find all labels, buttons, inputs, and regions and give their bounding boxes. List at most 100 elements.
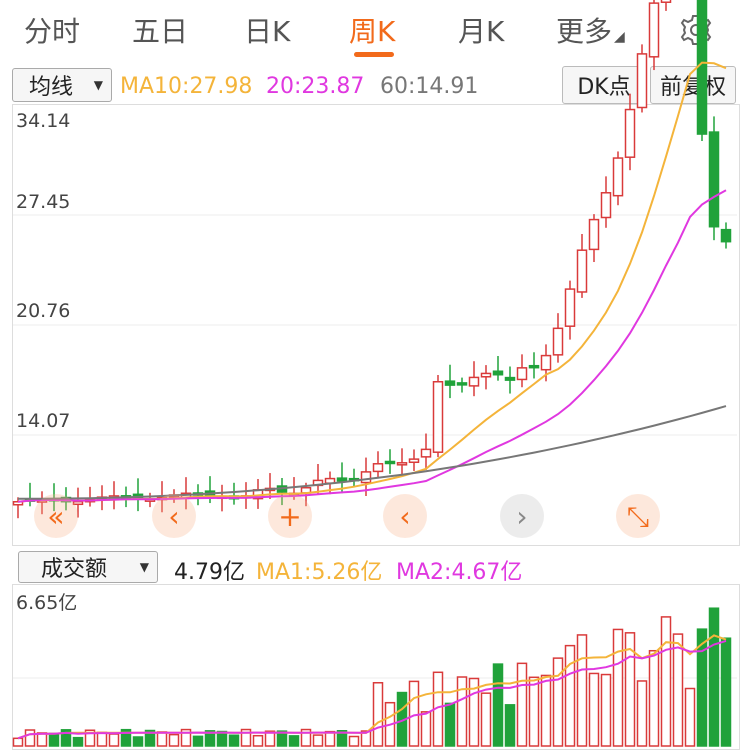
tab-more-label: 更多 xyxy=(556,15,613,48)
volume-bar xyxy=(240,728,252,747)
candle-body xyxy=(456,382,468,386)
volume-bar xyxy=(168,733,180,747)
candle-body xyxy=(576,249,588,293)
candle-body xyxy=(468,376,480,387)
double-left-icon-glyph: « xyxy=(47,500,64,533)
volume-bar xyxy=(720,637,732,747)
candle-body xyxy=(600,192,612,219)
more-caret-icon: ◢ xyxy=(614,29,625,45)
candle-body xyxy=(720,228,732,243)
volume-bar xyxy=(180,728,192,747)
volume-bar xyxy=(564,644,576,747)
volume-bar xyxy=(72,736,84,747)
prev-icon xyxy=(383,494,427,538)
forward-adjust-button[interactable]: 前复权 xyxy=(650,66,736,104)
tab-more[interactable]: 更多 ◢ xyxy=(556,10,625,50)
volume-bar xyxy=(48,732,60,747)
next-icon-glyph: › xyxy=(516,500,527,533)
volume-bar xyxy=(360,730,372,747)
next-icon xyxy=(500,494,544,538)
candle-body xyxy=(528,364,540,369)
ma20-value: 20:23.87 xyxy=(266,74,365,99)
tab-weekly-k[interactable]: 周K xyxy=(349,15,396,48)
candle-body xyxy=(408,458,420,464)
volume-bar xyxy=(60,729,72,747)
active-tab-indicator xyxy=(354,52,394,57)
volume-axis-label: 6.65亿 xyxy=(16,592,78,614)
volume-bar xyxy=(264,730,276,747)
move-left-icon-glyph: ‹ xyxy=(168,500,179,533)
candle-body xyxy=(360,471,372,484)
candle-body xyxy=(396,462,408,466)
volume-ma2: MA2:4.67亿 xyxy=(396,560,523,585)
candle-body xyxy=(708,131,720,228)
crosshair-icon xyxy=(268,494,312,538)
chevron-down-icon: ▼ xyxy=(139,560,149,574)
price-axis-label: 34.14 xyxy=(16,110,71,132)
volume-bar xyxy=(252,734,264,747)
volume-bar xyxy=(300,728,312,747)
ma60-value: 60:14.91 xyxy=(380,74,479,99)
chevron-down-icon: ▼ xyxy=(93,78,103,92)
tab-daily-k[interactable]: 日K xyxy=(244,15,291,48)
candle-body xyxy=(372,463,384,473)
move-left-icon xyxy=(152,494,196,538)
period-tabs: 分时 五日 日K 周K 月K 更多 ◢ xyxy=(0,0,750,62)
volume-bar xyxy=(156,731,168,747)
candle-body xyxy=(480,372,492,378)
price-axis-label: 14.07 xyxy=(16,410,71,432)
volume-bar xyxy=(84,729,96,747)
volume-bar xyxy=(228,734,240,747)
tab-intraday[interactable]: 分时 xyxy=(24,15,81,48)
volume-bar xyxy=(444,702,456,747)
volume-ma1: MA1:5.26亿 xyxy=(256,560,383,585)
volume-bar xyxy=(636,680,648,747)
candle-body xyxy=(648,2,660,58)
candle-body xyxy=(636,53,648,109)
volume-bar xyxy=(504,704,516,747)
tab-five-day[interactable]: 五日 xyxy=(132,15,189,48)
volume-bar xyxy=(624,632,636,747)
dk-point-button[interactable]: DK点 xyxy=(562,66,646,104)
volume-bar xyxy=(348,735,360,747)
candle-body xyxy=(504,376,516,381)
candle-body xyxy=(492,370,504,376)
volume-bar xyxy=(408,680,420,747)
volume-select-label: 成交额 xyxy=(41,557,108,582)
candle-body xyxy=(660,0,672,3)
volume-bar xyxy=(528,676,540,747)
candle-body xyxy=(612,157,624,197)
volume-bar xyxy=(96,731,108,747)
candle-body xyxy=(336,477,348,482)
ma20-line xyxy=(17,189,727,503)
price-axis-label: 27.45 xyxy=(16,191,71,213)
volume-bar xyxy=(540,674,552,747)
candle-body xyxy=(384,460,396,465)
prev-icon-glyph: ‹ xyxy=(399,500,410,533)
volume-bar xyxy=(336,730,348,747)
candle-body xyxy=(420,448,432,458)
volume-bar xyxy=(456,676,468,747)
volume-bar xyxy=(216,730,228,747)
candle-body xyxy=(588,218,600,251)
tab-monthly-k[interactable]: 月K xyxy=(458,15,505,48)
volume-bar xyxy=(516,662,528,747)
volume-bar xyxy=(132,736,144,747)
volume-bar xyxy=(24,729,36,747)
volume-bar xyxy=(120,728,132,747)
volume-bar xyxy=(660,616,672,747)
candle-body xyxy=(540,354,552,371)
double-left-icon xyxy=(34,494,78,538)
volume-bar xyxy=(684,687,696,747)
volume-indicator-select[interactable]: 成交额 ▼ xyxy=(18,551,158,583)
volume-bar xyxy=(696,628,708,747)
indicator-select[interactable]: 均线 ▼ xyxy=(12,68,112,102)
volume-bar xyxy=(312,734,324,747)
volume-bar xyxy=(708,607,720,747)
candle-body xyxy=(624,108,636,158)
volume-bar xyxy=(600,673,612,747)
candle-body xyxy=(432,381,444,453)
volume-bar xyxy=(612,628,624,747)
volume-bar xyxy=(468,677,480,747)
ma10-value: MA10:27.98 xyxy=(120,74,253,99)
